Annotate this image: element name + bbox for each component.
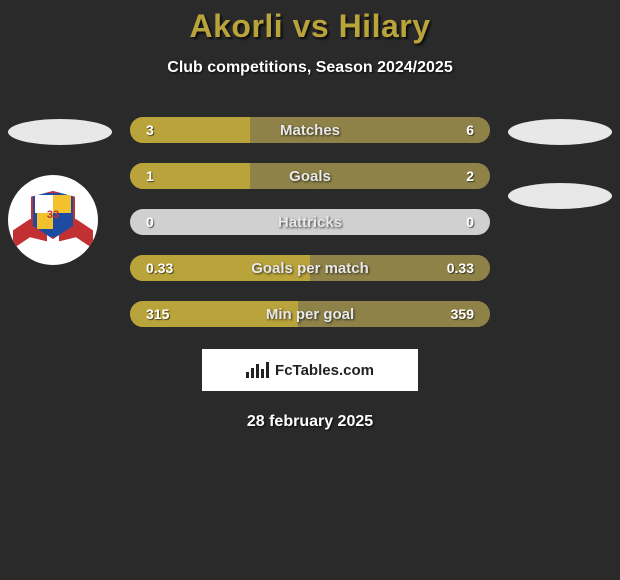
stat-right-value: 2 xyxy=(466,163,474,189)
stat-right-value: 6 xyxy=(466,117,474,143)
right-player-avatar xyxy=(508,119,612,145)
comparison-card: Akorli vs Hilary Club competitions, Seas… xyxy=(0,0,620,431)
stat-right-value: 0.33 xyxy=(447,255,474,281)
stat-label: Matches xyxy=(130,117,490,143)
bars-icon xyxy=(246,362,269,378)
stats-column: 3Matches6 1Goals2 0Hattricks0 0.33Goals per… xyxy=(130,117,490,327)
right-player-club-badge xyxy=(508,183,612,209)
left-player-column: 33 xyxy=(8,117,112,265)
watermark-text: FcTables.com xyxy=(275,362,374,379)
stat-bar: 0Hattricks0 xyxy=(130,209,490,235)
stat-bar: 0.33Goals per match0.33 xyxy=(130,255,490,281)
stat-label: Hattricks xyxy=(130,209,490,235)
page-title: Akorli vs Hilary xyxy=(0,8,620,45)
stat-bar: 1Goals2 xyxy=(130,163,490,189)
comparison-body: 33 3Matches6 1Goals2 0Hattricks0 0.33Goals … xyxy=(0,117,620,327)
right-player-column xyxy=(508,117,612,209)
stat-label: Goals per match xyxy=(130,255,490,281)
badge-number: 33 xyxy=(47,191,59,239)
left-player-club-badge: 33 xyxy=(8,175,98,265)
stat-label: Min per goal xyxy=(130,301,490,327)
stat-bar: 3Matches6 xyxy=(130,117,490,143)
subtitle: Club competitions, Season 2024/2025 xyxy=(0,59,620,77)
stat-right-value: 0 xyxy=(466,209,474,235)
date: 28 february 2025 xyxy=(0,413,620,431)
watermark: FcTables.com xyxy=(202,349,418,391)
stat-label: Goals xyxy=(130,163,490,189)
stat-bar: 315Min per goal359 xyxy=(130,301,490,327)
stat-right-value: 359 xyxy=(451,301,474,327)
left-player-avatar xyxy=(8,119,112,145)
